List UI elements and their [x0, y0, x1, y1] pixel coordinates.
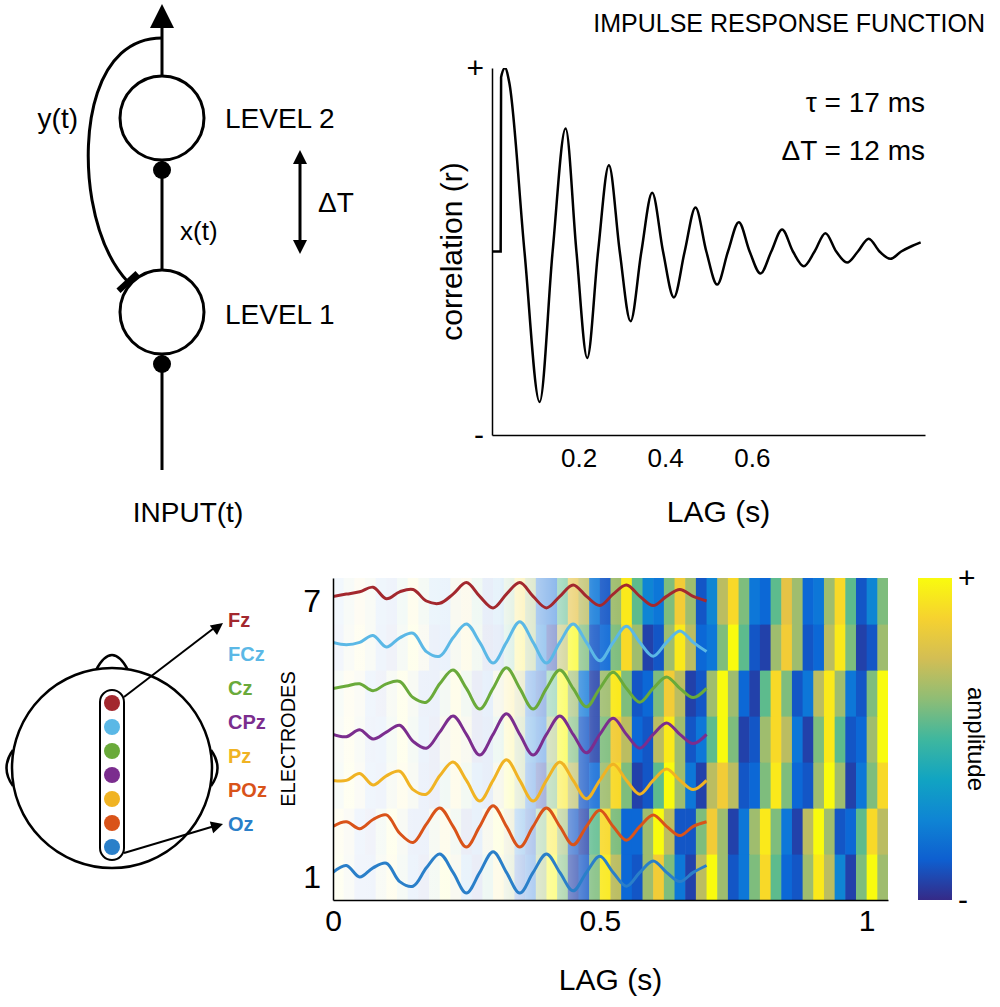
arrow-head — [293, 150, 307, 164]
legend-label: Oz — [228, 813, 254, 835]
trace — [333, 714, 707, 755]
axis-line — [952, 579, 954, 901]
figure: y(t)x(t)LEVEL 2LEVEL 1ΔTINPUT(t)0.20.40.… — [0, 0, 1000, 1007]
legend-marker — [104, 791, 120, 807]
x-axis: 0.2 0.4 0.6 — [493, 435, 926, 473]
trace — [333, 852, 707, 893]
level-node — [120, 76, 204, 160]
trace — [333, 668, 707, 709]
label: LEVEL 2 — [225, 103, 334, 134]
x-axis: 00.51 — [325, 900, 888, 937]
axis-line — [493, 435, 926, 437]
electrode-strip — [100, 690, 124, 860]
label: LEVEL 1 — [225, 299, 334, 330]
tick: - — [474, 418, 492, 451]
head — [12, 668, 212, 868]
tick: 1 — [303, 859, 333, 895]
axis-line — [333, 579, 335, 901]
impulse-chart: 0.20.40.6-+IMPULSE RESPONSE FUNCTIONτ = … — [435, 9, 985, 528]
plot-area — [333, 578, 888, 900]
colorbar-title: amplitude — [963, 687, 990, 791]
arrow-head — [210, 623, 223, 635]
arrow-head — [293, 240, 307, 254]
legend-marker — [104, 719, 120, 735]
trace — [333, 583, 707, 608]
tick-label: 7 — [303, 583, 321, 619]
legend-marker — [104, 767, 120, 783]
axis-line — [334, 900, 889, 902]
label: x(t) — [180, 216, 218, 246]
heatmap — [333, 578, 888, 900]
annotation: ΔT = 12 ms — [782, 135, 925, 166]
synapse — [153, 161, 171, 179]
legend-arrow — [124, 625, 218, 697]
tick-label: 0.4 — [648, 443, 684, 473]
tick: 0.5 — [579, 900, 621, 937]
y-axis: -+ — [466, 51, 492, 451]
axis-title: LAG (s) — [667, 495, 770, 528]
trace — [333, 806, 707, 847]
label: y(t) — [38, 103, 78, 134]
label: ΔT — [318, 187, 354, 218]
legend-marker — [104, 695, 120, 711]
tick: - — [952, 883, 968, 916]
tick-label: + — [958, 561, 976, 594]
impulse-line — [492, 68, 921, 402]
tick-label: 1 — [303, 859, 321, 895]
arrow-head — [210, 822, 223, 834]
legend-label: POz — [228, 779, 267, 801]
tick-label: - — [474, 418, 484, 451]
fade-overlay — [333, 578, 888, 900]
legend-label: Fz — [228, 609, 250, 631]
legend-marker — [104, 839, 120, 855]
chart-title: IMPULSE RESPONSE FUNCTION — [593, 9, 985, 37]
annotation: τ = 17 ms — [806, 87, 925, 118]
colorbar-fill — [918, 578, 952, 900]
axis-title: LAG (s) — [559, 963, 662, 996]
tick: + — [466, 51, 492, 84]
eeg-chart: 00.5117LAG (s)ELECTRODES-+amplitudeFzFCz… — [7, 561, 991, 996]
trace — [333, 622, 707, 663]
tick: 0.2 — [561, 435, 597, 473]
axis-title: ELECTRODES — [277, 671, 299, 807]
synapse — [153, 355, 171, 373]
tick: 0.6 — [734, 435, 770, 473]
tick-label: 0.6 — [734, 443, 770, 473]
legend-label: Cz — [228, 677, 252, 699]
label: INPUT(t) — [133, 497, 243, 528]
tick-label: 0.5 — [579, 904, 621, 937]
tick: 1 — [859, 900, 876, 937]
legend-label: CPz — [228, 711, 266, 733]
arrow-head — [150, 4, 174, 28]
axis-title: correlation (r) — [435, 162, 468, 340]
legend-arrow — [124, 825, 218, 853]
legend-marker — [104, 743, 120, 759]
colorbar: - + amplitude — [918, 561, 990, 916]
tick-label: 1 — [859, 904, 876, 937]
legend-label: Pz — [228, 745, 251, 767]
tick: 0.4 — [648, 435, 684, 473]
y-axis: 17 — [303, 579, 333, 901]
legend-marker — [104, 815, 120, 831]
tick-label: 0.2 — [561, 443, 597, 473]
legend: Fz FCz Cz CPz Pz POz Oz — [7, 609, 267, 868]
tick: 0 — [325, 900, 342, 937]
delay-arrow — [299, 160, 302, 244]
tick-label: + — [466, 51, 484, 84]
trace — [333, 760, 707, 801]
tick-label: 0 — [325, 904, 342, 937]
level-node — [120, 270, 204, 354]
tick: + — [952, 561, 976, 594]
diagram: y(t) x(t) LEVEL 2 LEVEL 1 ΔT INPUT(t) — [38, 4, 354, 528]
plot-area — [492, 68, 921, 402]
tick: 7 — [303, 583, 333, 619]
legend-label: FCz — [228, 643, 265, 665]
tick-label: - — [958, 883, 968, 916]
